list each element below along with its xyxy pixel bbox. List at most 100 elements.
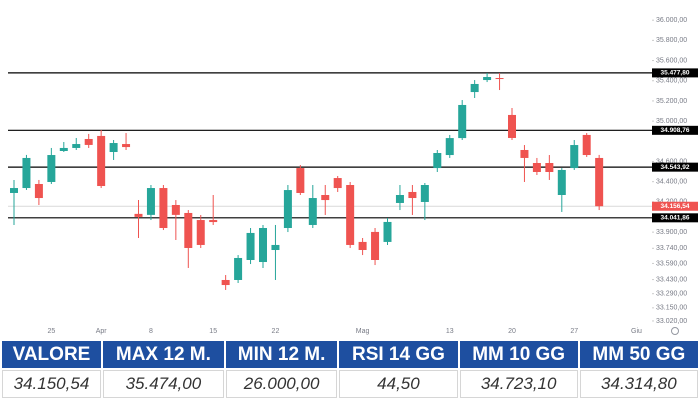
- y-tick-label: 33.150,00: [656, 305, 687, 312]
- header-cell: MM 10 GG: [459, 341, 578, 368]
- y-tick-label: 35.600,00: [656, 57, 687, 64]
- y-tick-label: 33.740,00: [656, 245, 687, 252]
- last-price-box: [652, 201, 698, 211]
- candle-body: [97, 135, 106, 187]
- candle-body: [433, 153, 442, 169]
- candle-body: [470, 83, 479, 93]
- y-tick-label: 33.900,00: [656, 229, 687, 236]
- y-tick-label: 33.290,00: [656, 291, 687, 298]
- stats-table: VALORE MAX 12 M. MIN 12 M. RSI 14 GG MM 10 G…: [0, 339, 700, 400]
- x-tick-label: 20: [508, 328, 516, 335]
- x-tick-label: 25: [47, 328, 55, 335]
- value-cell: 26.000,00: [225, 370, 338, 398]
- price-line-label: 34.041,86: [661, 215, 690, 222]
- candle-body: [346, 185, 355, 245]
- candle-body: [420, 185, 429, 202]
- x-tick-label: 8: [149, 328, 153, 335]
- candle-body: [408, 191, 417, 199]
- candle-body: [72, 144, 81, 148]
- settings-icon: [671, 327, 679, 335]
- candle-body: [495, 78, 504, 80]
- header-row: VALORE MAX 12 M. MIN 12 M. RSI 14 GG MM 10 G…: [2, 341, 698, 368]
- candle-body: [221, 279, 230, 286]
- candle-body: [445, 138, 454, 156]
- y-tick-label: 33.430,00: [656, 276, 687, 283]
- chart: 36.000,00 35.800,00 35.600,00 35.400,00 35.2…: [8, 17, 698, 335]
- price-line-box: [652, 68, 698, 78]
- candle-body: [595, 157, 604, 207]
- header-cell: RSI 14 GG: [339, 341, 458, 368]
- candle-body: [47, 155, 56, 182]
- candle-body: [159, 188, 168, 229]
- value-cell: 35.474,00: [102, 370, 224, 398]
- candle-body: [532, 163, 541, 172]
- header-cell: MIN 12 M.: [225, 341, 338, 368]
- x-tick-label: Mag: [356, 328, 370, 335]
- candle-body: [234, 257, 243, 280]
- candle-body: [308, 198, 317, 225]
- value-row: 34.150,54 35.474,00 26.000,00 44,50 34.723,1…: [2, 370, 698, 398]
- candle-body: [209, 220, 218, 223]
- candle-body: [59, 147, 68, 151]
- candle-body: [109, 143, 118, 153]
- header-cell: MAX 12 M.: [102, 341, 224, 368]
- value-cell: 44,50: [339, 370, 458, 398]
- y-tick-label: 35.800,00: [656, 37, 687, 44]
- value-cell: 34.723,10: [459, 370, 578, 398]
- candle-body: [246, 232, 255, 260]
- price-line-box: [652, 162, 698, 172]
- candle-body: [520, 149, 529, 158]
- candle-body: [570, 145, 579, 169]
- y-tick-label: 36.000,00: [656, 17, 687, 24]
- candle-body: [10, 188, 18, 193]
- candle-body: [545, 163, 554, 172]
- candle-body: [283, 190, 292, 229]
- candle-body: [146, 188, 155, 215]
- y-tick-label: 33.590,00: [656, 260, 687, 267]
- header-cell: VALORE: [2, 341, 101, 368]
- candle-body: [321, 195, 330, 201]
- candle-body: [508, 114, 516, 138]
- candle-body: [296, 168, 305, 193]
- x-tick-label: Giu: [631, 328, 642, 335]
- x-tick-label: 13: [446, 328, 454, 335]
- candle-body: [557, 169, 566, 195]
- candle-body: [582, 134, 591, 156]
- candle-body: [259, 228, 267, 263]
- candle-body: [383, 221, 392, 242]
- candle-body: [84, 138, 93, 145]
- header-cell: MM 50 GG: [579, 341, 698, 368]
- value-cell: 34.314,80: [579, 370, 698, 398]
- candle-body: [171, 204, 180, 215]
- candle-body: [271, 244, 280, 251]
- price-line-box: [652, 125, 698, 135]
- candle-body: [458, 104, 467, 139]
- y-tick-label: 33.020,00: [656, 318, 687, 325]
- candle-body: [395, 195, 404, 203]
- y-tick-label: 34.600,00: [656, 158, 687, 165]
- price-line-box: [652, 213, 698, 223]
- candle-body: [34, 183, 43, 199]
- candle-body: [122, 144, 131, 148]
- price-line-label: 34.543,92: [661, 164, 690, 171]
- value-cell: 34.150,54: [2, 370, 101, 398]
- candle-body: [371, 231, 380, 260]
- y-tick-label: 35.200,00: [656, 98, 687, 105]
- candle-body: [358, 241, 367, 251]
- x-tick-label: 27: [570, 328, 578, 335]
- candle-body: [184, 212, 193, 248]
- x-tick-label: 15: [209, 328, 217, 335]
- y-tick-label: 34.400,00: [656, 179, 687, 186]
- candle-body: [196, 220, 205, 245]
- candle-body: [22, 157, 31, 189]
- y-tick-label: 35.400,00: [656, 78, 687, 85]
- candle-body: [333, 178, 342, 189]
- candle-body: [483, 77, 492, 81]
- x-tick-label: 22: [272, 328, 280, 335]
- price-line-label: 35.477,80: [661, 70, 690, 77]
- x-tick-label: Apr: [96, 328, 108, 335]
- last-price-label: 34.156,54: [661, 203, 690, 210]
- y-tick-label: 35.000,00: [656, 118, 687, 125]
- price-line-label: 34.908,76: [661, 127, 690, 134]
